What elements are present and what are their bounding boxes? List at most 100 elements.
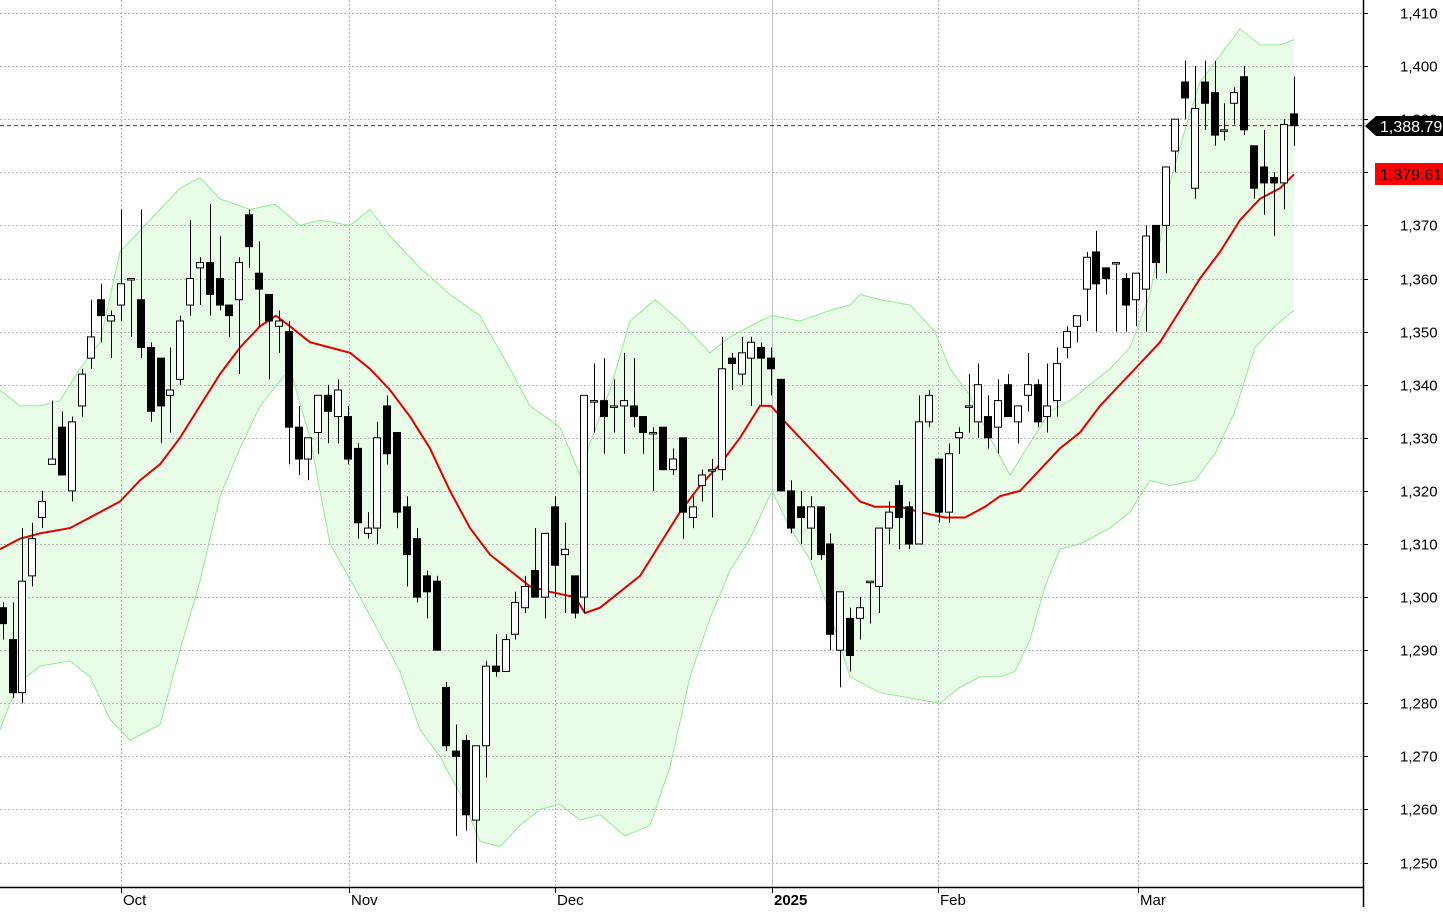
- candle-body-up: [836, 591, 844, 651]
- candle-body-down: [354, 447, 362, 524]
- candle: [1290, 76, 1298, 146]
- candle-body-up: [1112, 262, 1120, 265]
- candle: [383, 395, 391, 465]
- candle: [945, 443, 953, 523]
- candle: [767, 347, 775, 396]
- x-axis-ticks: Oct Nov Dec 2025 Feb Mar: [121, 887, 1166, 909]
- candle: [1162, 166, 1170, 274]
- candle: [1211, 60, 1219, 146]
- candle-body-up: [994, 400, 1002, 428]
- candle-body-down: [9, 639, 17, 694]
- candle: [738, 336, 746, 385]
- y-tick-label: 1,410: [1400, 6, 1438, 23]
- candle-body-up: [18, 580, 26, 694]
- candle-body-up: [807, 506, 815, 529]
- candle: [1171, 118, 1179, 173]
- candle: [196, 257, 204, 306]
- candle-body-down: [817, 506, 825, 556]
- candle: [846, 607, 854, 672]
- candle-body-down: [255, 272, 263, 290]
- candle-body-down: [245, 214, 253, 248]
- candle: [1181, 60, 1189, 120]
- candle-body-down: [787, 490, 795, 529]
- candle: [600, 358, 608, 454]
- candle-body-up: [915, 421, 923, 545]
- candle: [1014, 405, 1022, 444]
- candle-body-down: [777, 378, 785, 492]
- candle-body-down: [225, 304, 233, 317]
- candle-body-down: [679, 437, 687, 513]
- candle-body-down: [403, 506, 411, 556]
- candle-body-up: [482, 665, 490, 747]
- candle-body-down: [846, 617, 854, 657]
- candle: [895, 480, 903, 550]
- candle: [1004, 374, 1012, 418]
- candle-body-down: [452, 750, 460, 757]
- y-tick-label: 1,280: [1400, 696, 1438, 713]
- candle: [777, 378, 785, 492]
- candle: [186, 220, 194, 316]
- y-tick-label: 1,300: [1400, 590, 1438, 607]
- candle-body-down: [1270, 177, 1278, 184]
- candle: [285, 320, 293, 465]
- candle: [18, 528, 26, 704]
- candle: [314, 394, 322, 454]
- candle: [1142, 225, 1150, 332]
- candle-body-up: [364, 527, 372, 534]
- candle-body-up: [561, 548, 569, 556]
- candle-body-down: [630, 405, 638, 418]
- upper-band-line: [0, 28, 1295, 477]
- candle: [354, 443, 362, 539]
- candle: [561, 522, 569, 614]
- candle-body-down: [767, 357, 775, 370]
- candle-body-up: [1043, 405, 1051, 418]
- candle-body-up: [590, 400, 598, 403]
- candle-body-up: [117, 283, 125, 306]
- candle-body-down: [1102, 267, 1110, 280]
- candle: [1230, 87, 1238, 125]
- candle-body-up: [580, 394, 588, 598]
- candle: [206, 204, 214, 316]
- candle: [452, 724, 460, 837]
- candle-body-down: [639, 416, 647, 433]
- candle: [413, 528, 421, 603]
- candle-body-up: [1024, 384, 1032, 396]
- candle: [974, 363, 982, 438]
- candle: [255, 241, 263, 327]
- candle: [757, 342, 765, 406]
- candle-body-up: [235, 262, 243, 301]
- candle: [1220, 103, 1228, 141]
- candle-body-up: [304, 437, 312, 460]
- candle-body-up: [698, 474, 706, 487]
- candle: [1024, 352, 1032, 412]
- candle-body-up: [1053, 362, 1061, 402]
- candle-body-down: [984, 416, 992, 439]
- candle-body-up: [708, 469, 716, 472]
- candle-body-up: [511, 601, 519, 635]
- y-tick-label: 1,320: [1400, 484, 1438, 501]
- candle-body-down: [1201, 81, 1209, 104]
- candle: [225, 304, 233, 337]
- candle: [157, 357, 165, 444]
- candle: [97, 283, 105, 343]
- candle: [373, 421, 381, 544]
- candle: [1063, 326, 1071, 359]
- candle-body-down: [413, 538, 421, 598]
- candle-body-down: [797, 506, 805, 518]
- candle: [856, 597, 864, 640]
- candle: [620, 352, 628, 454]
- candle-body-up: [68, 421, 76, 492]
- candle-body-down: [433, 580, 441, 651]
- candle: [826, 533, 834, 651]
- candle-body-up: [885, 511, 893, 529]
- candle: [295, 405, 303, 475]
- x-tick-label: Feb: [940, 892, 966, 907]
- last-price-tag: [1365, 116, 1443, 136]
- candle-body-up: [1220, 129, 1228, 132]
- candle: [1201, 60, 1209, 130]
- candle-body-up: [1083, 256, 1091, 290]
- x-tick-label: Mar: [1140, 892, 1166, 907]
- candle: [1083, 251, 1091, 321]
- candle-body-up: [1280, 124, 1288, 184]
- candle: [915, 395, 923, 545]
